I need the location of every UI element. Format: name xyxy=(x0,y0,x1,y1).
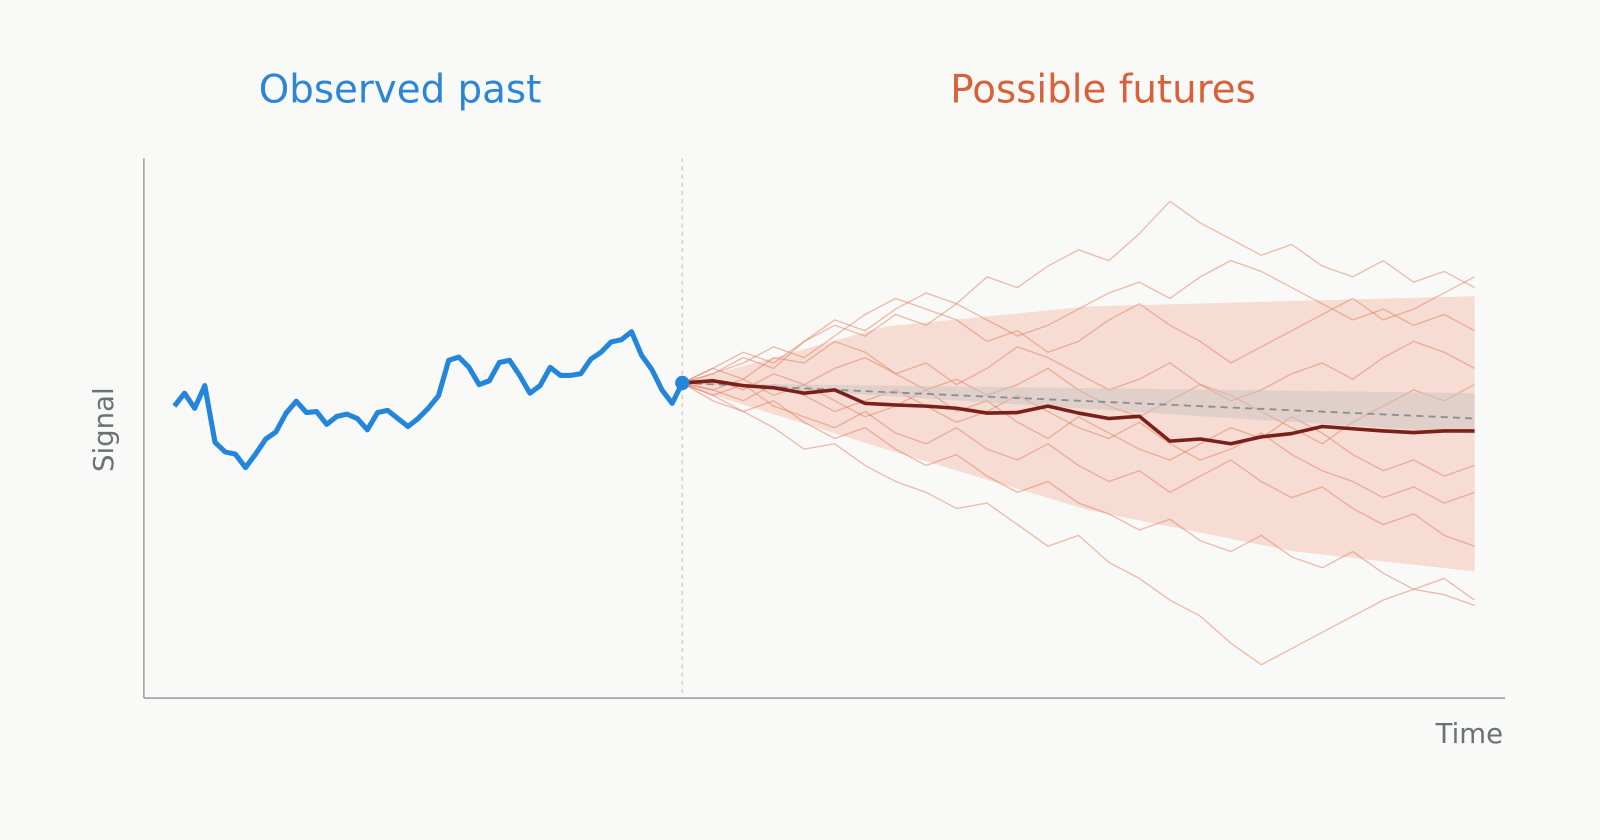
y-axis-label: Signal xyxy=(88,387,120,472)
future-path xyxy=(681,382,1475,547)
inner-band xyxy=(682,382,1475,434)
past-line xyxy=(172,329,685,471)
future-path xyxy=(681,259,1475,384)
x-axis-label: Time xyxy=(1435,718,1503,750)
plot-area xyxy=(172,158,1475,698)
mean-line xyxy=(682,382,1475,420)
future-path xyxy=(681,382,1475,601)
future-path xyxy=(682,276,1475,384)
future-path xyxy=(682,200,1475,384)
future-path xyxy=(681,382,1475,666)
annotation: Possible futures xyxy=(950,67,1256,112)
future-path xyxy=(681,340,1475,402)
present-point xyxy=(675,375,690,391)
annotation: Observed past xyxy=(259,67,542,112)
future-path xyxy=(682,382,1475,504)
highlight-path xyxy=(682,379,1475,446)
